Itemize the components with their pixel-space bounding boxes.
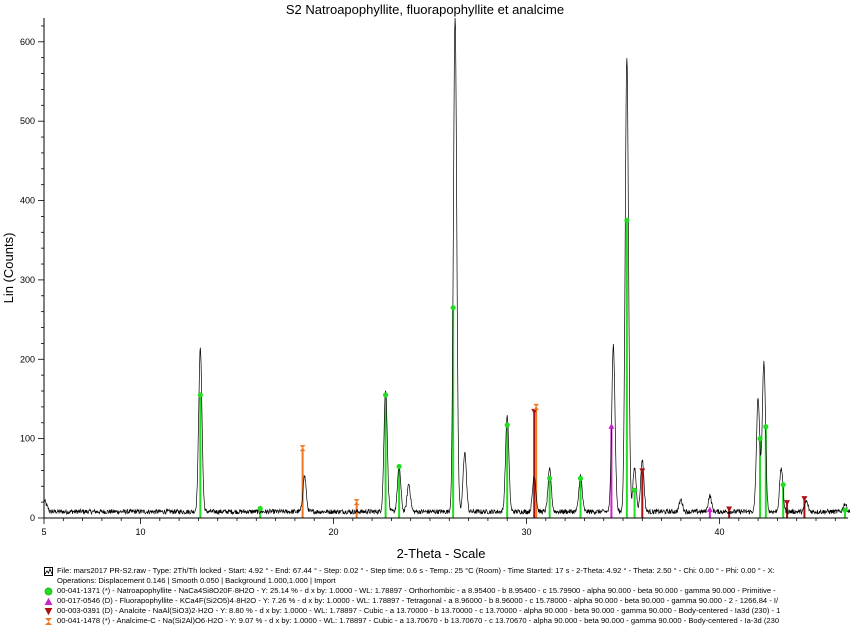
legend-analcite-text: 00-003-0391 (D) - Analcite - NaAl(SiO3)2… xyxy=(57,606,781,615)
xrd-chart: S2 Natroapophyllite, fluorapophyllite et… xyxy=(1,2,850,561)
legend-file-text: File: mars2017 PR-S2.raw - Type: 2Th/Th … xyxy=(57,566,775,575)
marker-analcime_c xyxy=(353,499,360,506)
marker-natroapophyllite xyxy=(450,305,456,311)
legend-natroapophyllite-text: 00-041-1371 (*) - Natroapophyllite - NaC… xyxy=(57,586,776,595)
magenta-triangle-icon xyxy=(44,597,53,606)
orange-hourglass-icon xyxy=(44,617,53,626)
green-circle-icon xyxy=(44,587,53,596)
x-axis-label: 2-Theta - Scale xyxy=(397,546,486,561)
legend-operations-text: Operations: Displacement 0.146 | Smooth … xyxy=(57,576,336,585)
legend-file-row: File: mars2017 PR-S2.raw - Type: 2Th/Th … xyxy=(44,566,848,576)
marker-analcime xyxy=(801,496,808,502)
marker-natroapophyllite xyxy=(577,475,584,481)
legend-fluorapophyllite-text: 00-017-0546 (D) - Fluorapophyllite - KCa… xyxy=(57,596,779,605)
diffraction-pattern-line xyxy=(43,17,850,516)
marker-analcime_c xyxy=(533,403,540,410)
x-tick-label: 10 xyxy=(135,527,145,537)
marker-analcime xyxy=(639,468,646,474)
marker-natroapophyllite xyxy=(631,487,638,493)
marker-natroapophyllite xyxy=(547,475,553,481)
legend-analcite-row: 00-003-0391 (D) - Analcite - NaAl(SiO3)2… xyxy=(44,606,848,616)
x-tick-label: 30 xyxy=(521,527,531,537)
chart-title: S2 Natroapophyllite, fluorapophyllite et… xyxy=(286,2,564,17)
x-tick-label: 5 xyxy=(41,527,46,537)
marker-analcime_c xyxy=(299,445,306,452)
marker-natroapophyllite xyxy=(197,392,203,398)
marker-analcime xyxy=(784,500,791,506)
y-axis-label: Lin (Counts) xyxy=(1,233,16,304)
y-tick-label: 600 xyxy=(20,37,35,47)
x-tick-label: 20 xyxy=(328,527,338,537)
marker-fluorapophyllite xyxy=(608,423,615,429)
y-tick-label: 500 xyxy=(20,116,35,126)
legend-analcime-c-row: 00-041-1478 (*) - Analcime-C - Na(Si2Al)… xyxy=(44,616,848,626)
marker-analcime xyxy=(531,408,538,415)
y-tick-label: 100 xyxy=(20,434,35,444)
marker-natroapophyllite xyxy=(396,463,402,470)
legend-fluorapophyllite-row: 00-017-0546 (D) - Fluorapophyllite - KCa… xyxy=(44,596,848,606)
stick-patterns xyxy=(199,220,846,518)
stick-markers xyxy=(197,217,848,513)
legend-natroapophyllite-row: 00-041-1371 (*) - Natroapophyllite - NaC… xyxy=(44,586,848,596)
marker-natroapophyllite xyxy=(383,392,389,398)
marker-natroapophyllite xyxy=(780,482,786,488)
marker-natroapophyllite xyxy=(257,505,263,512)
marker-natroapophyllite xyxy=(757,436,763,442)
file-icon xyxy=(44,566,53,576)
y-axis-ticks: 0 100 200 300 400 500 600 xyxy=(20,25,44,523)
legend: File: mars2017 PR-S2.raw - Type: 2Th/Th … xyxy=(44,566,848,626)
y-tick-label: 200 xyxy=(20,354,35,364)
x-axis-ticks: 5102030405060 xyxy=(41,518,836,537)
x-tick-label: 40 xyxy=(714,527,724,537)
marker-fluorapophyllite xyxy=(706,506,713,513)
marker-analcime xyxy=(726,506,733,512)
legend-operations-row: Operations: Displacement 0.146 | Smooth … xyxy=(44,576,848,586)
y-tick-label: 0 xyxy=(30,513,35,523)
red-down-triangle-icon xyxy=(44,607,53,616)
marker-natroapophyllite xyxy=(624,217,630,223)
legend-analcime-c-text: 00-041-1478 (*) - Analcime-C - Na(Si2Al)… xyxy=(57,616,780,625)
y-tick-label: 300 xyxy=(20,275,35,285)
marker-natroapophyllite xyxy=(763,424,769,430)
y-tick-label: 400 xyxy=(20,196,35,206)
marker-natroapophyllite xyxy=(504,422,510,428)
marker-natroapophyllite xyxy=(842,507,848,513)
